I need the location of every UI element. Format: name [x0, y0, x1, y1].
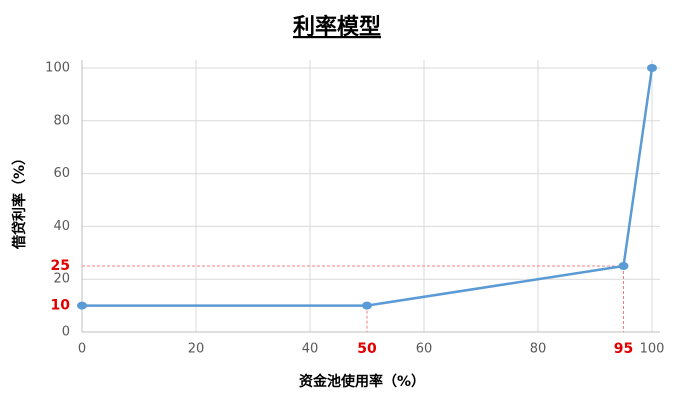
x-axis-label: 资金池使用率（%）	[299, 373, 425, 390]
x-tick-label: 0	[78, 342, 86, 357]
y-tick-label: 0	[62, 325, 70, 340]
highlight-y-label: 10	[51, 298, 71, 314]
highlight-x-label: 95	[614, 341, 633, 357]
highlight-y-label: 25	[51, 258, 70, 274]
y-tick-label: 40	[53, 219, 70, 234]
chart-title: 利率模型	[293, 14, 381, 40]
line	[82, 67, 654, 307]
marker	[647, 64, 657, 72]
x-tick-label: 60	[416, 342, 433, 357]
x-tick-label: 40	[302, 342, 319, 357]
x-tick-label: 20	[188, 342, 205, 357]
x-tick-label: 80	[530, 342, 547, 357]
y-tick-label: 100	[45, 61, 70, 76]
y-tick-label: 80	[53, 113, 70, 128]
marker	[618, 262, 629, 270]
x-tick-label: 100	[640, 342, 665, 357]
y-axis-label: 借贷利率（%）	[11, 151, 28, 250]
y-tick-label: 20	[53, 272, 70, 287]
marker	[77, 301, 87, 310]
y-tick-label: 60	[53, 166, 70, 181]
highlight-x-label: 50	[357, 341, 377, 357]
marker	[362, 301, 372, 310]
